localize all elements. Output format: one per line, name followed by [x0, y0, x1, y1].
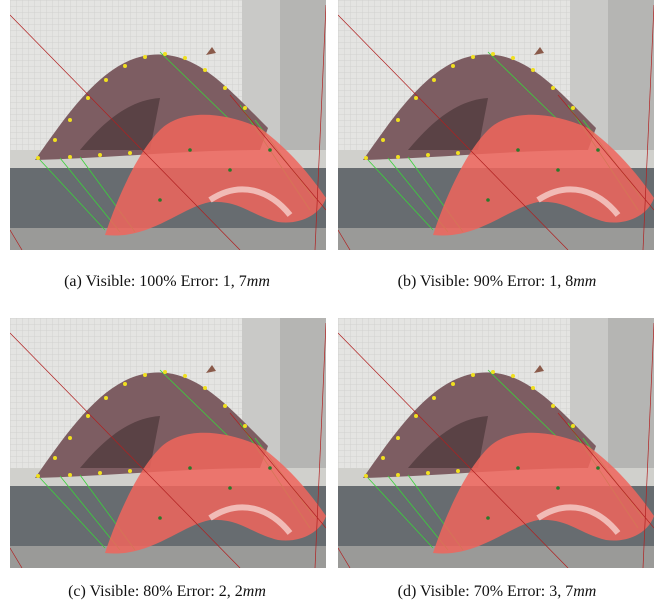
subfigure-image — [10, 0, 326, 250]
caption-unit: mm — [573, 273, 597, 290]
caption-visible: Visible: 80% — [89, 583, 173, 600]
caption-label: (a) — [64, 273, 82, 290]
caption-label: (c) — [68, 583, 86, 600]
caption: (b) Visible: 90% Error: 1, 8mm — [330, 273, 664, 291]
subfigure-image — [10, 318, 326, 568]
caption-unit: mm — [246, 273, 270, 290]
caption: (a) Visible: 100% Error: 1, 7mm — [0, 273, 334, 291]
caption-visible: Visible: 100% — [85, 273, 177, 290]
subfigure-image — [338, 318, 654, 568]
caption-label: (d) — [397, 583, 417, 600]
caption-visible: Visible: 90% — [420, 273, 504, 290]
caption-unit: mm — [242, 583, 266, 600]
caption-label: (b) — [397, 273, 417, 290]
caption-error: Error: 2, 2 — [176, 583, 243, 600]
caption-error: Error: 1, 8 — [507, 273, 574, 290]
caption-visible: Visible: 70% — [420, 583, 504, 600]
caption-error: Error: 1, 7 — [180, 273, 247, 290]
subfigure-image — [338, 0, 654, 250]
caption-error: Error: 3, 7 — [507, 583, 574, 600]
caption-unit: mm — [573, 583, 597, 600]
caption: (c) Visible: 80% Error: 2, 2mm — [0, 583, 334, 601]
caption: (d) Visible: 70% Error: 3, 7mm — [330, 583, 664, 601]
